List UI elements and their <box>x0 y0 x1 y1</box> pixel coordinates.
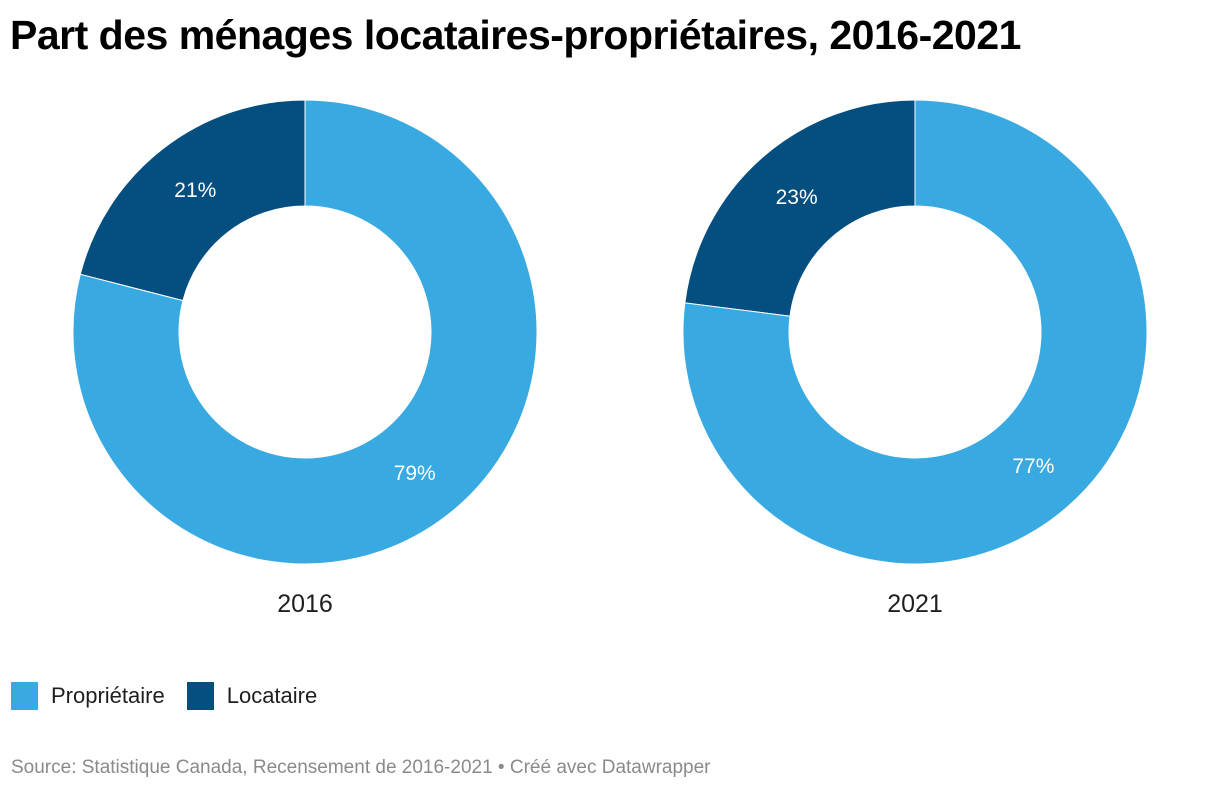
legend-swatch-proprietaire <box>11 682 38 710</box>
year-label-2021: 2021 <box>887 590 943 618</box>
slice-locataire-2016 <box>79 99 306 302</box>
slice-label-locataire-2021: 23% <box>776 186 818 209</box>
legend-item-locataire: Locataire <box>186 682 318 710</box>
legend-label-locataire: Locataire <box>226 683 318 708</box>
chart-title: Part des ménages locataires-propriétaire… <box>10 12 1021 58</box>
legend: Propriétaire Locataire <box>11 682 317 710</box>
donut-charts: 21% 79% 2016 23% 77% 2021 <box>72 99 1148 618</box>
slice-label-proprietaire-2016: 79% <box>394 462 436 485</box>
legend-swatch-locataire <box>186 682 214 710</box>
slice-label-locataire-2016: 21% <box>174 179 216 202</box>
donut-2016: 21% 79% 2016 <box>72 99 538 618</box>
source-note: Source: Statistique Canada, Recensement … <box>11 757 711 778</box>
slice-proprietaire-2021 <box>682 99 1148 565</box>
slice-label-proprietaire-2021: 77% <box>1012 455 1054 478</box>
slice-proprietaire-2016 <box>72 99 538 565</box>
legend-label-proprietaire: Propriétaire <box>51 683 165 708</box>
year-label-2016: 2016 <box>277 590 333 618</box>
donut-2021: 23% 77% 2021 <box>682 99 1148 618</box>
slice-locataire-2021 <box>684 99 916 317</box>
legend-item-proprietaire: Propriétaire <box>11 682 165 710</box>
